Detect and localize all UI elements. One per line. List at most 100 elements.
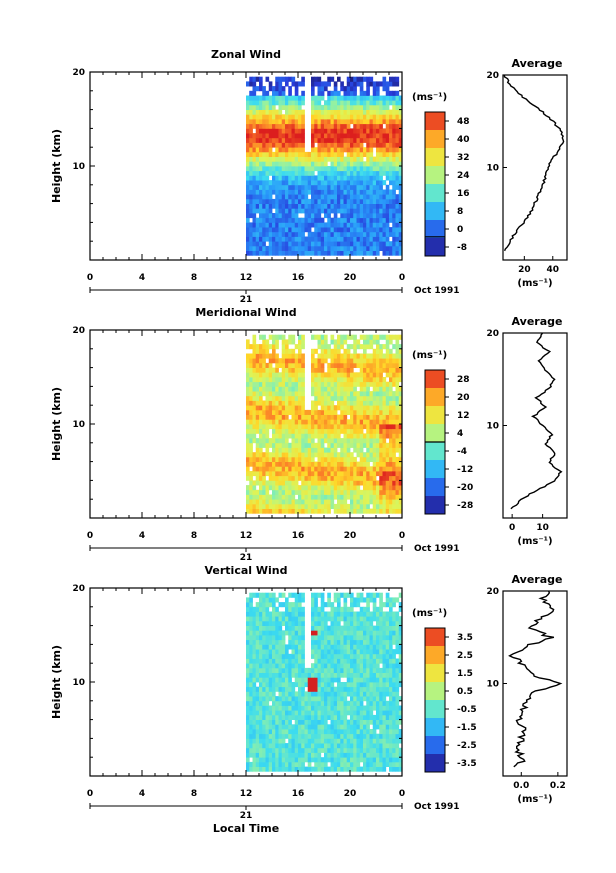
- heatmap-cell: [259, 752, 263, 758]
- heatmap-cell: [333, 442, 338, 448]
- heatmap-cell: [346, 137, 351, 143]
- heatmap-cell: [288, 475, 292, 481]
- heatmap-cell: [268, 123, 273, 129]
- heatmap-cell: [307, 747, 312, 753]
- heatmap-cell: [376, 424, 380, 430]
- heatmap-cell: [395, 227, 400, 233]
- heatmap-cell: [330, 180, 335, 186]
- heatmap-cell: [275, 733, 279, 739]
- heatmap-cell: [288, 480, 292, 486]
- heatmap-cell: [281, 649, 286, 655]
- heatmap-cell: [392, 471, 396, 477]
- heatmap-cell: [262, 442, 266, 448]
- heatmap-cell: [304, 189, 309, 195]
- heatmap-cell: [255, 714, 260, 720]
- heatmap-cell: [389, 391, 393, 397]
- heatmap-cell: [324, 705, 328, 711]
- heatmap-cell: [343, 611, 348, 617]
- heatmap-cell: [285, 156, 289, 162]
- heatmap-cell: [337, 602, 341, 608]
- heatmap-cell: [281, 142, 286, 148]
- heatmap-cell: [343, 95, 348, 101]
- heatmap-cell: [382, 377, 387, 383]
- heatmap-cell: [359, 658, 364, 664]
- heatmap-cell: [376, 414, 380, 420]
- heatmap-cell: [382, 400, 387, 406]
- heatmap-cell: [265, 592, 270, 598]
- heatmap-cell: [340, 639, 344, 645]
- heatmap-cell: [314, 658, 318, 664]
- heatmap-cell: [255, 752, 260, 758]
- heatmap-cell: [356, 686, 361, 692]
- heatmap-cell: [268, 133, 273, 139]
- heatmap-cell: [395, 386, 400, 392]
- heatmap-cell: [317, 362, 322, 368]
- heatmap-cell: [327, 137, 331, 143]
- heatmap-cell: [379, 100, 383, 106]
- heatmap-cell: [376, 494, 380, 500]
- heatmap-cell: [340, 175, 344, 181]
- heatmap-cell: [320, 208, 325, 214]
- heatmap-cell: [333, 424, 338, 430]
- heatmap-cell: [294, 362, 299, 368]
- heatmap-cell: [307, 499, 312, 505]
- heatmap-cell: [366, 161, 370, 167]
- heatmap-cell: [311, 672, 315, 678]
- heatmap-cell: [288, 128, 292, 134]
- heatmap-cell: [281, 213, 286, 219]
- heatmap-cell: [317, 377, 322, 383]
- heatmap-cell: [262, 419, 266, 425]
- heatmap-cell: [392, 400, 396, 406]
- heatmap-cell: [314, 494, 318, 500]
- heatmap-cell: [265, 348, 270, 354]
- heatmap-cell: [298, 705, 302, 711]
- heatmap-cell: [288, 184, 292, 190]
- heatmap-cell: [317, 372, 322, 378]
- heatmap-cell: [275, 471, 279, 477]
- heatmap-cell: [268, 170, 273, 176]
- heatmap-cell: [275, 81, 279, 87]
- heatmap-cell: [324, 700, 328, 706]
- heatmap-cell: [330, 372, 335, 378]
- heatmap-cell: [353, 766, 357, 772]
- heatmap-cell: [281, 381, 286, 387]
- heatmap-cell: [272, 419, 276, 425]
- heatmap-cell: [350, 414, 354, 420]
- heatmap-cell: [350, 649, 354, 655]
- heatmap-cell: [311, 104, 315, 110]
- heatmap-cell: [320, 682, 325, 688]
- heatmap-cell: [249, 494, 253, 500]
- heatmap-cell: [366, 198, 370, 204]
- heatmap-cell: [275, 147, 279, 153]
- heatmap-cell: [379, 344, 383, 350]
- heatmap-cell: [372, 95, 377, 101]
- heatmap-cell: [272, 729, 276, 735]
- heatmap-cell: [311, 424, 315, 430]
- heatmap-cell: [369, 489, 374, 495]
- heatmap-cell: [294, 677, 299, 683]
- heatmap-cell: [252, 682, 257, 688]
- heatmap-cell: [333, 198, 338, 204]
- heatmap-cell: [278, 667, 283, 673]
- heatmap-cell: [343, 231, 348, 237]
- heatmap-cell: [395, 485, 400, 491]
- heatmap-cell: [398, 236, 403, 242]
- heatmap-cell: [259, 128, 263, 134]
- heatmap-cell: [259, 203, 263, 209]
- heatmap-cell: [252, 245, 257, 251]
- heatmap-cell: [246, 630, 250, 636]
- heatmap-cell: [382, 503, 387, 509]
- heatmap-cell: [268, 114, 273, 120]
- heatmap-cell: [288, 395, 292, 401]
- heatmap-cell: [320, 86, 325, 92]
- heatmap-cell: [268, 452, 273, 458]
- heatmap-cell: [288, 757, 292, 763]
- heatmap-cell: [252, 76, 257, 82]
- heatmap-cell: [376, 231, 380, 237]
- heatmap-cell: [389, 151, 393, 157]
- heatmap-cell: [246, 151, 250, 157]
- heatmap-cell: [343, 222, 348, 228]
- heatmap-cell: [346, 635, 351, 641]
- heatmap-cell: [395, 475, 400, 481]
- heatmap-cell: [255, 245, 260, 251]
